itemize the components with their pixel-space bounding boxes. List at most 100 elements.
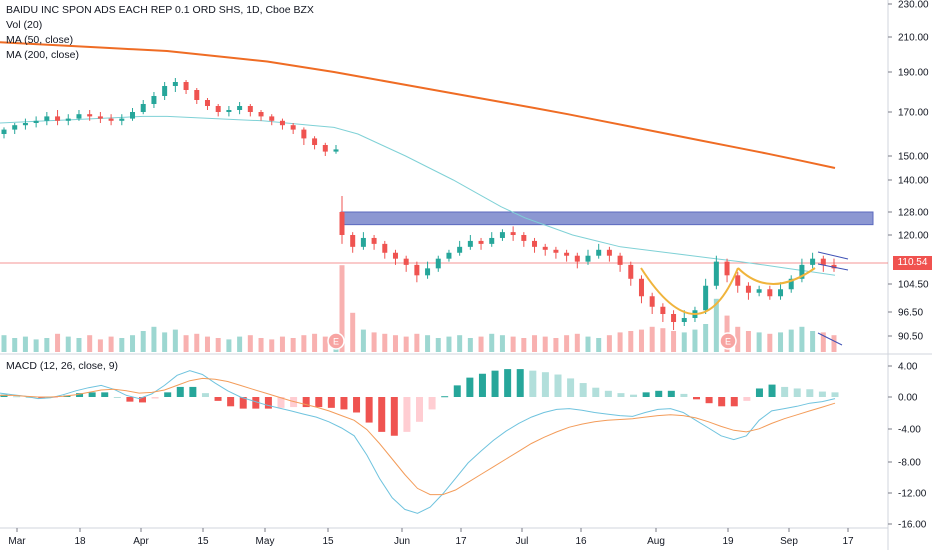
macd-histogram-bar <box>164 392 172 397</box>
candle-body <box>360 237 366 247</box>
macd-histogram-bar <box>403 397 411 432</box>
candle-body <box>756 289 762 293</box>
macd-axis-label: -16.00 <box>898 520 927 531</box>
legend-vol[interactable]: Vol (20) <box>6 19 43 31</box>
legend-ma200[interactable]: MA (200, close) <box>6 49 79 61</box>
price-axis-label: 210.00 <box>898 33 929 44</box>
handle-pattern <box>737 267 816 285</box>
time-axis-label: 17 <box>842 536 854 547</box>
macd-axis-label: 4.00 <box>898 362 918 373</box>
candle-body <box>564 252 570 256</box>
macd-histogram-bar <box>139 397 146 403</box>
macd-histogram-bar <box>252 397 260 409</box>
candle-body <box>162 86 168 96</box>
macd-histogram-bar <box>466 377 474 397</box>
time-axis-label: 16 <box>575 536 587 547</box>
macd-histogram-bar <box>768 384 776 397</box>
macd-axis-label: 0.00 <box>898 393 918 404</box>
macd-histogram <box>0 369 839 436</box>
volume-bar <box>76 338 82 352</box>
volume-bar <box>778 332 784 352</box>
volume-bar <box>649 326 655 352</box>
candle-body <box>457 246 463 253</box>
candle-body <box>290 125 296 130</box>
macd-legend: MACD (12, 26, close, 9) <box>6 359 118 374</box>
candle-body <box>414 264 420 276</box>
candle-body <box>574 255 580 262</box>
volume-bar <box>247 335 253 352</box>
candle-body <box>130 112 136 119</box>
resistance-zone <box>340 211 874 226</box>
candle-body <box>194 90 200 100</box>
macd-histogram-bar <box>730 397 738 407</box>
volume-bars <box>1 265 837 352</box>
macd-histogram-bar <box>214 397 222 401</box>
volume-bar <box>97 339 103 352</box>
volume-bar <box>489 333 495 352</box>
candle-body <box>649 296 655 307</box>
volume-bar <box>44 338 50 352</box>
volume-bar <box>457 335 463 352</box>
macd-histogram-bar <box>478 373 486 397</box>
price-axis-label: 90.50 <box>898 332 923 343</box>
macd-histogram-bar <box>579 383 587 397</box>
time-axis-label: 19 <box>722 536 734 547</box>
candle-body <box>22 123 28 126</box>
volume-bar <box>360 329 366 352</box>
macd-histogram-bar <box>806 389 814 397</box>
volume-bar <box>183 335 189 352</box>
candle-body <box>810 258 816 265</box>
time-axis-label: 17 <box>455 536 467 547</box>
volume-bar <box>204 336 210 352</box>
candle-body <box>371 237 377 244</box>
time-axis-label: Aug <box>647 536 665 547</box>
volume-bar <box>140 331 146 352</box>
volume-bar <box>713 298 719 352</box>
macd-histogram-bar <box>88 392 96 397</box>
channel-lower <box>817 263 849 271</box>
candle-body <box>521 235 527 241</box>
candle-body <box>76 114 82 119</box>
macd-histogram-bar <box>541 372 549 397</box>
legend-ma50[interactable]: MA (50, close) <box>6 34 74 46</box>
macd-histogram-bar <box>13 396 21 398</box>
volume-bar <box>269 339 275 352</box>
volume-bar <box>574 333 580 352</box>
volume-bar <box>350 312 356 352</box>
time-axis-label: 15 <box>197 536 209 547</box>
macd-histogram-bar <box>390 397 398 436</box>
candle-body <box>553 249 559 253</box>
candle-body <box>215 106 221 112</box>
macd-histogram-bar <box>25 397 33 398</box>
macd-histogram-bar <box>189 386 197 397</box>
macd-histogram-bar <box>693 397 700 400</box>
price-axis-label: 170.00 <box>898 108 929 119</box>
legend-macd[interactable]: MACD (12, 26, close, 9) <box>6 360 119 372</box>
candle-body <box>467 240 473 247</box>
volume-bar <box>542 336 548 352</box>
time-axis-label: Sep <box>780 536 798 547</box>
candle-body <box>183 82 189 90</box>
volume-bar <box>810 331 816 352</box>
candle-body <box>44 116 50 121</box>
candle-body <box>703 285 709 311</box>
volume-bar <box>756 332 762 352</box>
macd-histogram-bar <box>781 386 789 397</box>
macd-histogram-bar <box>151 397 159 399</box>
time-axis-label: 15 <box>322 536 334 547</box>
candle-body <box>269 116 275 121</box>
candle-body <box>542 246 548 250</box>
candle-body <box>425 268 431 276</box>
volume-bar <box>660 328 666 352</box>
candle-body <box>820 258 826 265</box>
macd-histogram-bar <box>491 370 499 397</box>
volume-bar <box>322 336 328 352</box>
macd-line <box>0 370 836 514</box>
macd-histogram-bar <box>353 397 361 413</box>
candle-body <box>606 249 612 256</box>
candle-body <box>204 100 210 106</box>
macd-histogram-bar <box>617 393 625 397</box>
candle-body <box>735 275 741 286</box>
time-axis-label: Jul <box>516 536 529 547</box>
